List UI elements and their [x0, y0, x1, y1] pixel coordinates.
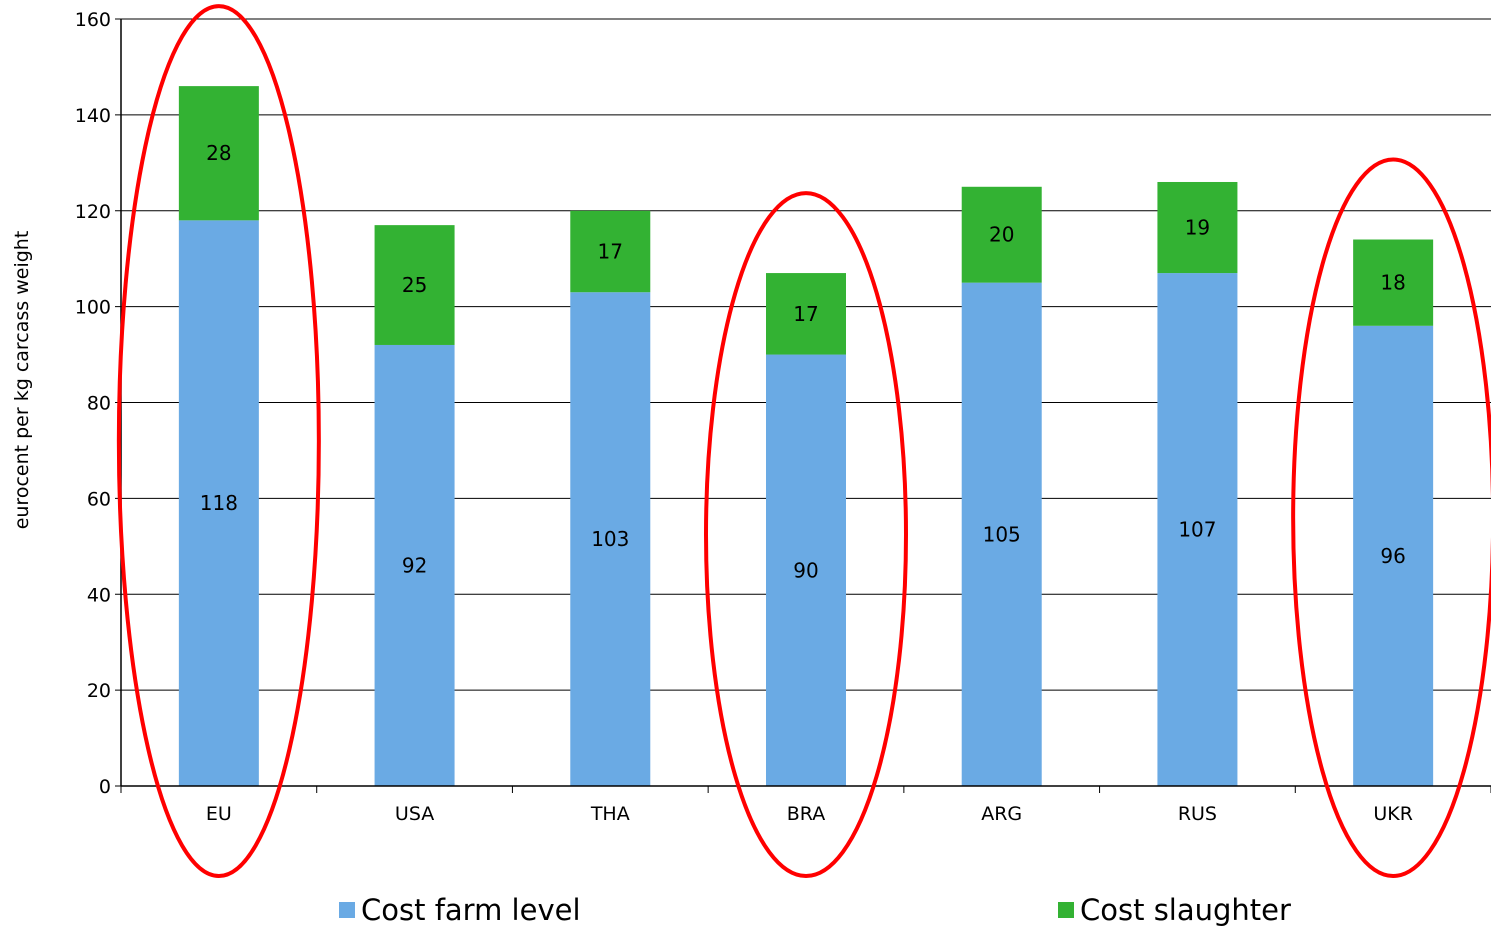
data-label-bra-series-0: 90 — [793, 558, 818, 582]
y-tick-label: 100 — [75, 297, 111, 319]
bar-eu-series-1 — [178, 86, 259, 221]
bar-rus-series-0 — [1157, 273, 1238, 787]
x-tick-label: USA — [395, 803, 434, 825]
data-label-bra-series-1: 17 — [793, 302, 818, 326]
bar-tha-series-0 — [570, 292, 651, 786]
bar-ukr-series-1 — [1353, 239, 1434, 326]
data-label-eu-series-1: 28 — [206, 141, 231, 165]
highlight-ellipse-bra — [704, 191, 908, 878]
legend-swatch-farm — [339, 902, 355, 918]
data-label-arg-series-1: 20 — [989, 223, 1014, 247]
legend-label-farm: Cost farm level — [361, 893, 581, 927]
data-label-eu-series-0: 118 — [200, 491, 238, 515]
highlight-ellipse-eu — [116, 4, 321, 878]
y-tick-label: 40 — [87, 584, 111, 606]
legend-farm: Cost farm level — [339, 890, 581, 930]
data-label-rus-series-1: 19 — [1185, 216, 1210, 240]
bar-ukr-series-0 — [1353, 325, 1434, 786]
data-label-tha-series-1: 17 — [598, 239, 623, 263]
bar-arg-series-1 — [961, 186, 1042, 283]
bar-rus-series-1 — [1157, 181, 1238, 274]
y-tick-label: 80 — [87, 393, 111, 415]
y-tick-label: 140 — [75, 105, 111, 127]
data-label-rus-series-0: 107 — [1178, 518, 1216, 542]
legend-swatch-slaughter — [1058, 902, 1074, 918]
data-label-arg-series-0: 105 — [983, 522, 1021, 546]
y-tick-label: 60 — [87, 488, 111, 510]
data-label-usa-series-1: 25 — [402, 273, 427, 297]
x-tick-label: BRA — [787, 803, 825, 825]
y-axis-label: eurocent per kg carcass weight — [11, 231, 33, 530]
x-tick-label: RUS — [1178, 803, 1217, 825]
data-label-usa-series-0: 92 — [402, 553, 427, 577]
y-tick-label: 160 — [75, 9, 111, 31]
x-tick-label: EU — [206, 803, 232, 825]
bar-bra-series-1 — [766, 273, 846, 355]
bar-arg-series-0 — [961, 282, 1042, 786]
legend-slaughter: Cost slaughter — [1058, 890, 1291, 930]
legend-label-slaughter: Cost slaughter — [1080, 893, 1291, 927]
bar-usa-series-0 — [374, 344, 455, 786]
y-tick-label: 20 — [87, 680, 111, 702]
data-label-ukr-series-0: 96 — [1380, 544, 1405, 568]
data-label-ukr-series-1: 18 — [1380, 271, 1405, 295]
y-tick-label: 0 — [99, 776, 111, 798]
x-tick-label: ARG — [981, 803, 1022, 825]
bar-usa-series-1 — [374, 225, 455, 345]
bar-bra-series-0 — [766, 354, 846, 786]
bar-tha-series-1 — [570, 210, 651, 293]
x-tick-label: UKR — [1373, 803, 1413, 825]
x-tick-label: THA — [590, 803, 630, 825]
data-label-tha-series-0: 103 — [591, 527, 629, 551]
bar-eu-series-0 — [178, 220, 259, 786]
y-tick-label: 120 — [75, 201, 111, 223]
highlight-ellipse-ukr — [1291, 157, 1491, 878]
